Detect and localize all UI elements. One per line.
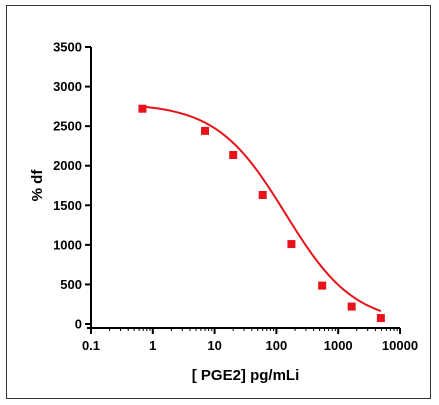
y-tick-label: 2000 [53,158,82,173]
x-tick-label: 0.1 [82,338,100,353]
y-axis-label: % df [29,169,46,202]
tick-labels: 0 500 1000 1500 2000 2500 3000 3500 0.1 1 10 100 100… [53,40,418,354]
x-axis-label: [ PGE2] pg/mLi [192,367,300,384]
x-tick-label: 1 [149,338,156,353]
y-tick-label: 0 [75,317,82,332]
data-point [376,314,385,323]
data-point [287,240,296,249]
data-point [229,151,238,160]
data-point [258,190,267,199]
x-tick-label: 10000 [382,338,418,353]
y-tick-label: 3500 [53,40,82,55]
y-tick-label: 3000 [53,79,82,94]
data-point [201,126,210,135]
x-tick-label: 10 [207,338,221,353]
data-point [347,302,356,311]
y-tick-label: 1500 [53,198,82,213]
x-tick-label: 100 [266,338,288,353]
y-tick-label: 2500 [53,119,82,134]
y-tick-label: 1000 [53,237,82,252]
chart-frame [6,5,431,399]
data-point [318,281,327,290]
x-tick-label: 1000 [324,338,353,353]
fit-curve [142,105,382,312]
axes [85,46,401,334]
data-point [138,104,147,113]
y-tick-label: 500 [60,277,82,292]
data-points [138,104,385,323]
